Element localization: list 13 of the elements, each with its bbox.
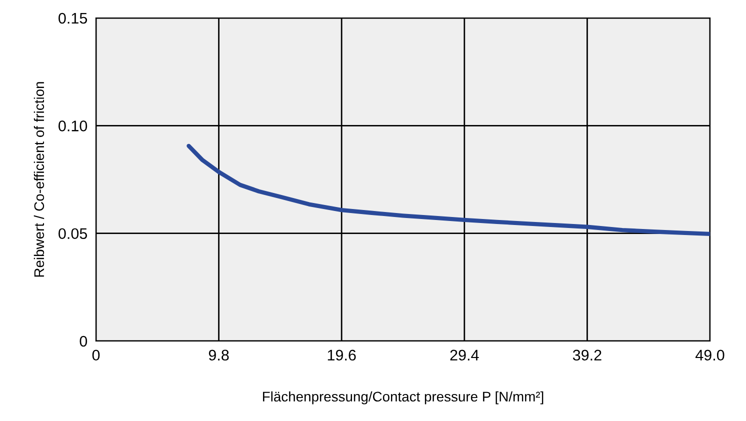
- y-tick-label: 0.15: [58, 12, 88, 24]
- x-tick-label: 49.0: [695, 350, 724, 361]
- x-tick-label: 39.2: [572, 350, 602, 361]
- y-tick-label: 0.05: [58, 228, 88, 240]
- x-tick-label: 19.6: [328, 350, 356, 361]
- x-tick-label: 29.4: [450, 350, 479, 361]
- y-tick-label: 0.10: [58, 120, 88, 132]
- x-tick-label: 0: [92, 350, 100, 361]
- line-series: [186, 144, 710, 236]
- x-axis-title: Flächenpressung/Contact pressure P [N/mm²]: [263, 391, 544, 404]
- y-tick-label: 0: [80, 336, 88, 347]
- x-tick-label: 9.8: [208, 350, 229, 361]
- y-axis-title: Reibwert / Co-efficient of friction: [34, 82, 44, 277]
